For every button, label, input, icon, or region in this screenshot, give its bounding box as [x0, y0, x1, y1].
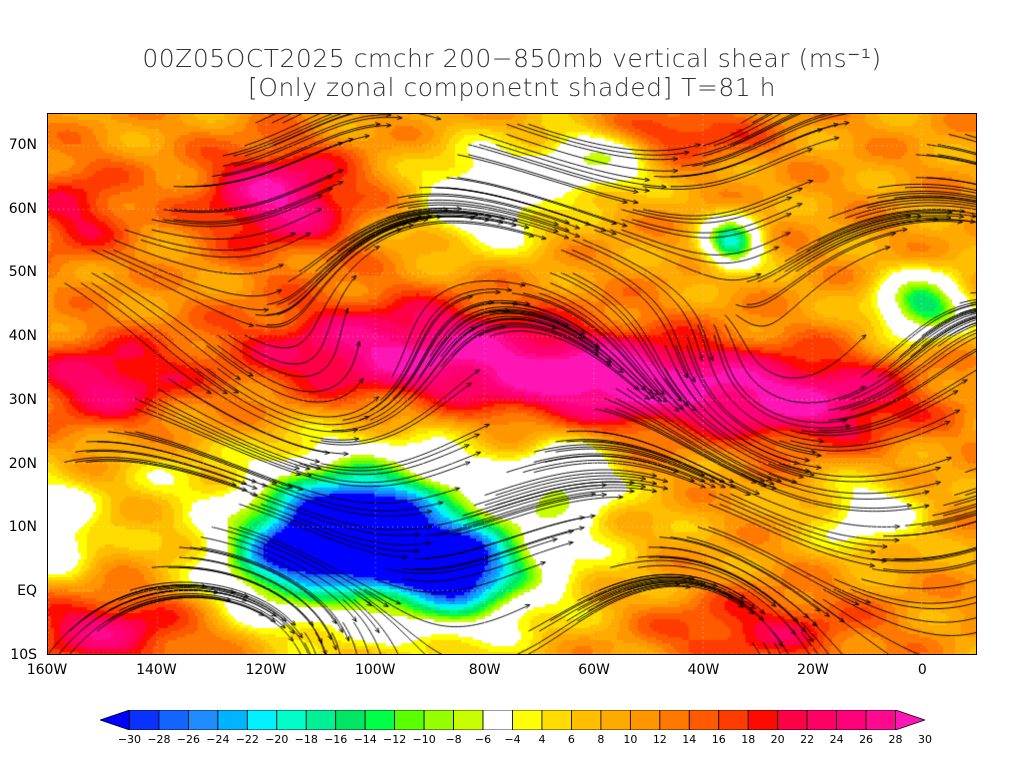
colorbar-swatch — [276, 710, 307, 730]
colorbar-swatch — [865, 710, 896, 730]
colorbar-swatch — [629, 710, 661, 730]
colorbar-label: 22 — [800, 733, 815, 746]
lat-label: 50N — [8, 264, 37, 281]
lon-label: 120W — [245, 662, 287, 678]
colorbar-swatch — [777, 710, 808, 730]
chart-title-line1: 00Z05OCT2025 cmchr 200−850mb vertical sh… — [142, 44, 882, 73]
colorbar-label: 8 — [597, 733, 605, 746]
chart-title-line2: [Only zonal componetnt shaded] T=81 h — [248, 73, 776, 102]
colorbar-swatch — [482, 710, 513, 730]
colorbar-label: −30 — [117, 733, 142, 746]
lat-label: 10S — [10, 647, 37, 663]
colorbar-label: −20 — [265, 733, 289, 746]
colorbar-label: −28 — [147, 733, 171, 746]
lon-label: 40W — [687, 662, 720, 678]
colorbar-swatch — [453, 710, 484, 730]
colorbar-swatch — [394, 710, 425, 730]
lon-label: 0 — [917, 662, 927, 678]
lon-label: 140W — [136, 662, 177, 678]
colorbar-swatch — [423, 710, 454, 730]
colorbar-label: −22 — [235, 733, 259, 746]
colorbar-label: 26 — [859, 733, 874, 746]
colorbar-label: −24 — [206, 733, 230, 746]
colorbar-swatch — [364, 710, 396, 730]
colorbar-swatch — [129, 710, 160, 730]
colorbar-swatch — [571, 710, 602, 730]
colorbar-swatch — [836, 710, 867, 730]
colorbar-label: 10 — [623, 733, 638, 746]
lat-label: 60N — [8, 200, 37, 217]
colorbar-swatch — [688, 710, 720, 730]
lon-label: 100W — [354, 662, 396, 678]
colorbar-swatch — [246, 710, 278, 730]
colorbar-label: −26 — [176, 733, 200, 746]
colorbar-swatch — [512, 710, 543, 730]
colorbar-label: 20 — [770, 733, 785, 746]
colorbar-swatch — [158, 710, 189, 730]
colorbar-label: −8 — [445, 733, 462, 746]
colorbar-swatch — [187, 710, 219, 730]
colorbar — [100, 710, 925, 730]
colorbar-swatch — [747, 710, 779, 730]
colorbar-label: −10 — [412, 733, 436, 746]
colorbar-swatch — [305, 710, 337, 730]
colorbar-swatch — [100, 710, 130, 730]
colorbar-label: 16 — [711, 733, 726, 746]
colorbar-label: −18 — [294, 733, 318, 746]
lat-label: 20N — [8, 455, 37, 472]
lat-label: EQ — [17, 583, 37, 600]
lat-label: 70N — [8, 136, 37, 153]
lon-label: 160W — [26, 662, 68, 678]
colorbar-label: −4 — [504, 733, 521, 746]
colorbar-swatch — [541, 710, 572, 730]
colorbar-label: 6 — [567, 733, 575, 746]
colorbar-label: −14 — [353, 733, 377, 746]
lon-label: 20W — [797, 662, 829, 678]
colorbar-swatch — [600, 710, 631, 730]
colorbar-label: −16 — [324, 733, 348, 746]
colorbar-label: 30 — [918, 733, 932, 746]
colorbar-label: 14 — [682, 733, 697, 746]
colorbar-swatch — [806, 710, 838, 730]
colorbar-swatch — [659, 710, 690, 730]
lon-label: 60W — [578, 662, 610, 678]
colorbar-swatch — [718, 710, 749, 730]
lat-label: 30N — [8, 391, 37, 408]
colorbar-label: 18 — [741, 733, 756, 746]
colorbar-label: −12 — [383, 733, 407, 746]
colorbar-label: 12 — [652, 733, 667, 746]
colorbar-label: 4 — [538, 733, 546, 746]
colorbar-swatch — [335, 710, 366, 730]
colorbar-label: 28 — [888, 733, 903, 746]
colorbar-label: 24 — [829, 733, 844, 746]
colorbar-swatch — [217, 710, 248, 730]
lat-label: 10N — [8, 519, 37, 536]
colorbar-swatch — [895, 710, 925, 730]
lat-label: 40N — [8, 328, 37, 345]
lon-label: 80W — [468, 662, 501, 678]
colorbar-label: −6 — [474, 733, 492, 746]
shear-map — [47, 113, 977, 655]
